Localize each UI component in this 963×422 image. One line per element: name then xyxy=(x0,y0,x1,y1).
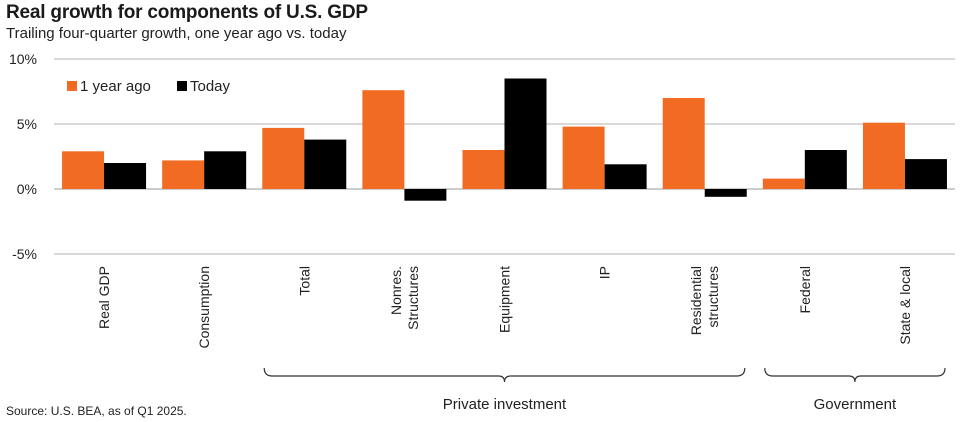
y-tick-label: 10% xyxy=(9,51,37,67)
x-tick-label-line: structures xyxy=(705,266,721,327)
x-tick-label: Federal xyxy=(797,266,813,313)
x-tick-label-line: State & local xyxy=(897,266,913,345)
bar-1-year-ago xyxy=(162,160,205,189)
y-axis-ticks: -5% 0% 5% 10% xyxy=(9,51,37,262)
group-bracket xyxy=(263,367,746,383)
bar-today xyxy=(804,150,847,189)
x-tick-label-line: Residential xyxy=(688,266,704,335)
y-tick-label: 0% xyxy=(17,181,37,197)
bar-today xyxy=(604,164,647,189)
legend-swatch-1-year-ago xyxy=(67,81,77,91)
x-tick-label-line: IP xyxy=(597,266,613,279)
bar-today xyxy=(504,78,547,189)
bar-1-year-ago xyxy=(662,98,705,189)
legend: 1 year ago Today xyxy=(67,78,231,95)
bars xyxy=(62,78,947,201)
source-note: Source: U.S. BEA, as of Q1 2025. xyxy=(6,404,187,418)
bar-1-year-ago xyxy=(362,90,405,189)
chart-subtitle: Trailing four-quarter growth, one year a… xyxy=(6,25,347,42)
x-tick-label-line: Consumption xyxy=(196,266,212,349)
x-tick-label: Nonres.Structures xyxy=(388,266,421,330)
y-tick-label: -5% xyxy=(12,246,37,262)
x-tick-label: Equipment xyxy=(497,266,513,333)
x-axis-labels: Real GDP Consumption Total Nonres.Structure… xyxy=(96,266,913,349)
group-bracket xyxy=(764,367,946,383)
category-groups: Private investment Government xyxy=(263,367,946,413)
bar-1-year-ago xyxy=(862,122,905,189)
legend-swatch-today xyxy=(177,81,187,91)
x-tick-label-line: Real GDP xyxy=(96,266,112,329)
bar-today xyxy=(404,189,447,201)
group-label: Government xyxy=(814,396,897,413)
bar-today xyxy=(704,189,747,197)
x-tick-label-line: Federal xyxy=(797,266,813,313)
bar-today xyxy=(304,139,347,189)
legend-label-1-year-ago: 1 year ago xyxy=(80,78,151,95)
x-tick-label: IP xyxy=(597,266,613,279)
bar-1-year-ago xyxy=(62,151,105,189)
bar-1-year-ago xyxy=(462,150,505,189)
bar-1-year-ago xyxy=(762,178,805,189)
x-tick-label: Consumption xyxy=(196,266,212,349)
x-tick-label: Residentialstructures xyxy=(688,266,721,335)
x-tick-label-line: Equipment xyxy=(497,266,513,333)
y-tick-label: 5% xyxy=(17,116,37,132)
bar-1-year-ago xyxy=(562,126,605,189)
chart-title: Real growth for components of U.S. GDP xyxy=(6,2,368,23)
bar-today xyxy=(104,163,147,189)
x-tick-label-line: Structures xyxy=(405,266,421,330)
x-tick-label: State & local xyxy=(897,266,913,345)
x-tick-label-line: Total xyxy=(296,266,312,296)
bar-today xyxy=(904,159,947,189)
group-label: Private investment xyxy=(443,396,567,413)
x-tick-label: Total xyxy=(296,266,312,296)
x-tick-label: Real GDP xyxy=(96,266,112,329)
bar-today xyxy=(204,151,247,189)
x-tick-label-line: Nonres. xyxy=(388,266,404,315)
legend-label-today: Today xyxy=(190,78,231,95)
bar-1-year-ago xyxy=(262,127,305,189)
